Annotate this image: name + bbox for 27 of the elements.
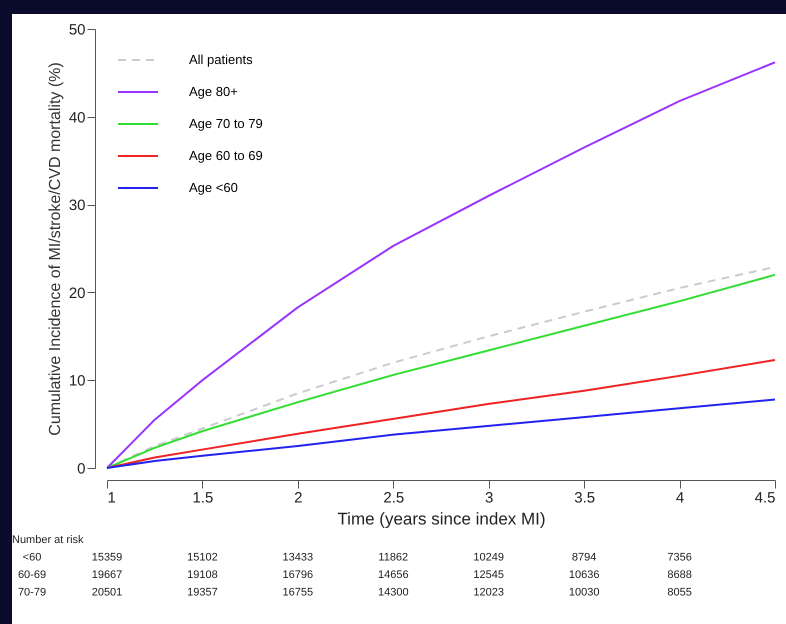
x-tick-label: 1.5 xyxy=(192,490,214,506)
y-tick-label: 10 xyxy=(68,372,86,390)
legend-label: Age 60 to 69 xyxy=(189,148,263,163)
legend-label: Age 70 to 79 xyxy=(189,116,263,131)
y-tick-label: 40 xyxy=(68,109,86,126)
y-tick-label: 20 xyxy=(68,284,86,302)
x-tick-label: 1 xyxy=(108,490,116,506)
y-tick-label: 50 xyxy=(68,22,86,38)
y-tick-label: 0 xyxy=(77,460,86,478)
legend-label: Age <60 xyxy=(189,180,238,195)
x-axis-title: Time (years since index MI) xyxy=(337,510,546,528)
x-tick-label: 4.5 xyxy=(754,490,776,506)
legend-label: Age 80+ xyxy=(189,84,238,99)
legend-label: All patients xyxy=(189,52,254,67)
y-axis-title: Cumulative Incidence of MI/stroke/CVD mortality (%) xyxy=(46,62,64,436)
line-series xyxy=(106,359,776,469)
x-tick-label: 4 xyxy=(676,490,684,506)
x-tick-label: 2 xyxy=(294,490,303,506)
y-tick-label: 30 xyxy=(68,197,86,214)
line-series xyxy=(106,398,776,469)
x-tick-label: 3 xyxy=(485,490,494,506)
text: Number at risk xyxy=(12,534,84,546)
x-tick-label: 2.5 xyxy=(383,490,404,506)
x-tick-label: 3.5 xyxy=(574,490,596,506)
text: 70-79 20501 19357 16755 14300 12023 10030 8055 xyxy=(18,586,692,598)
text: <60 15359 15102 13433 11862 10249 8794 7356 xyxy=(22,551,692,564)
text: 60-69 19667 19108 16796 14656 12545 10636 8688 xyxy=(18,568,692,581)
